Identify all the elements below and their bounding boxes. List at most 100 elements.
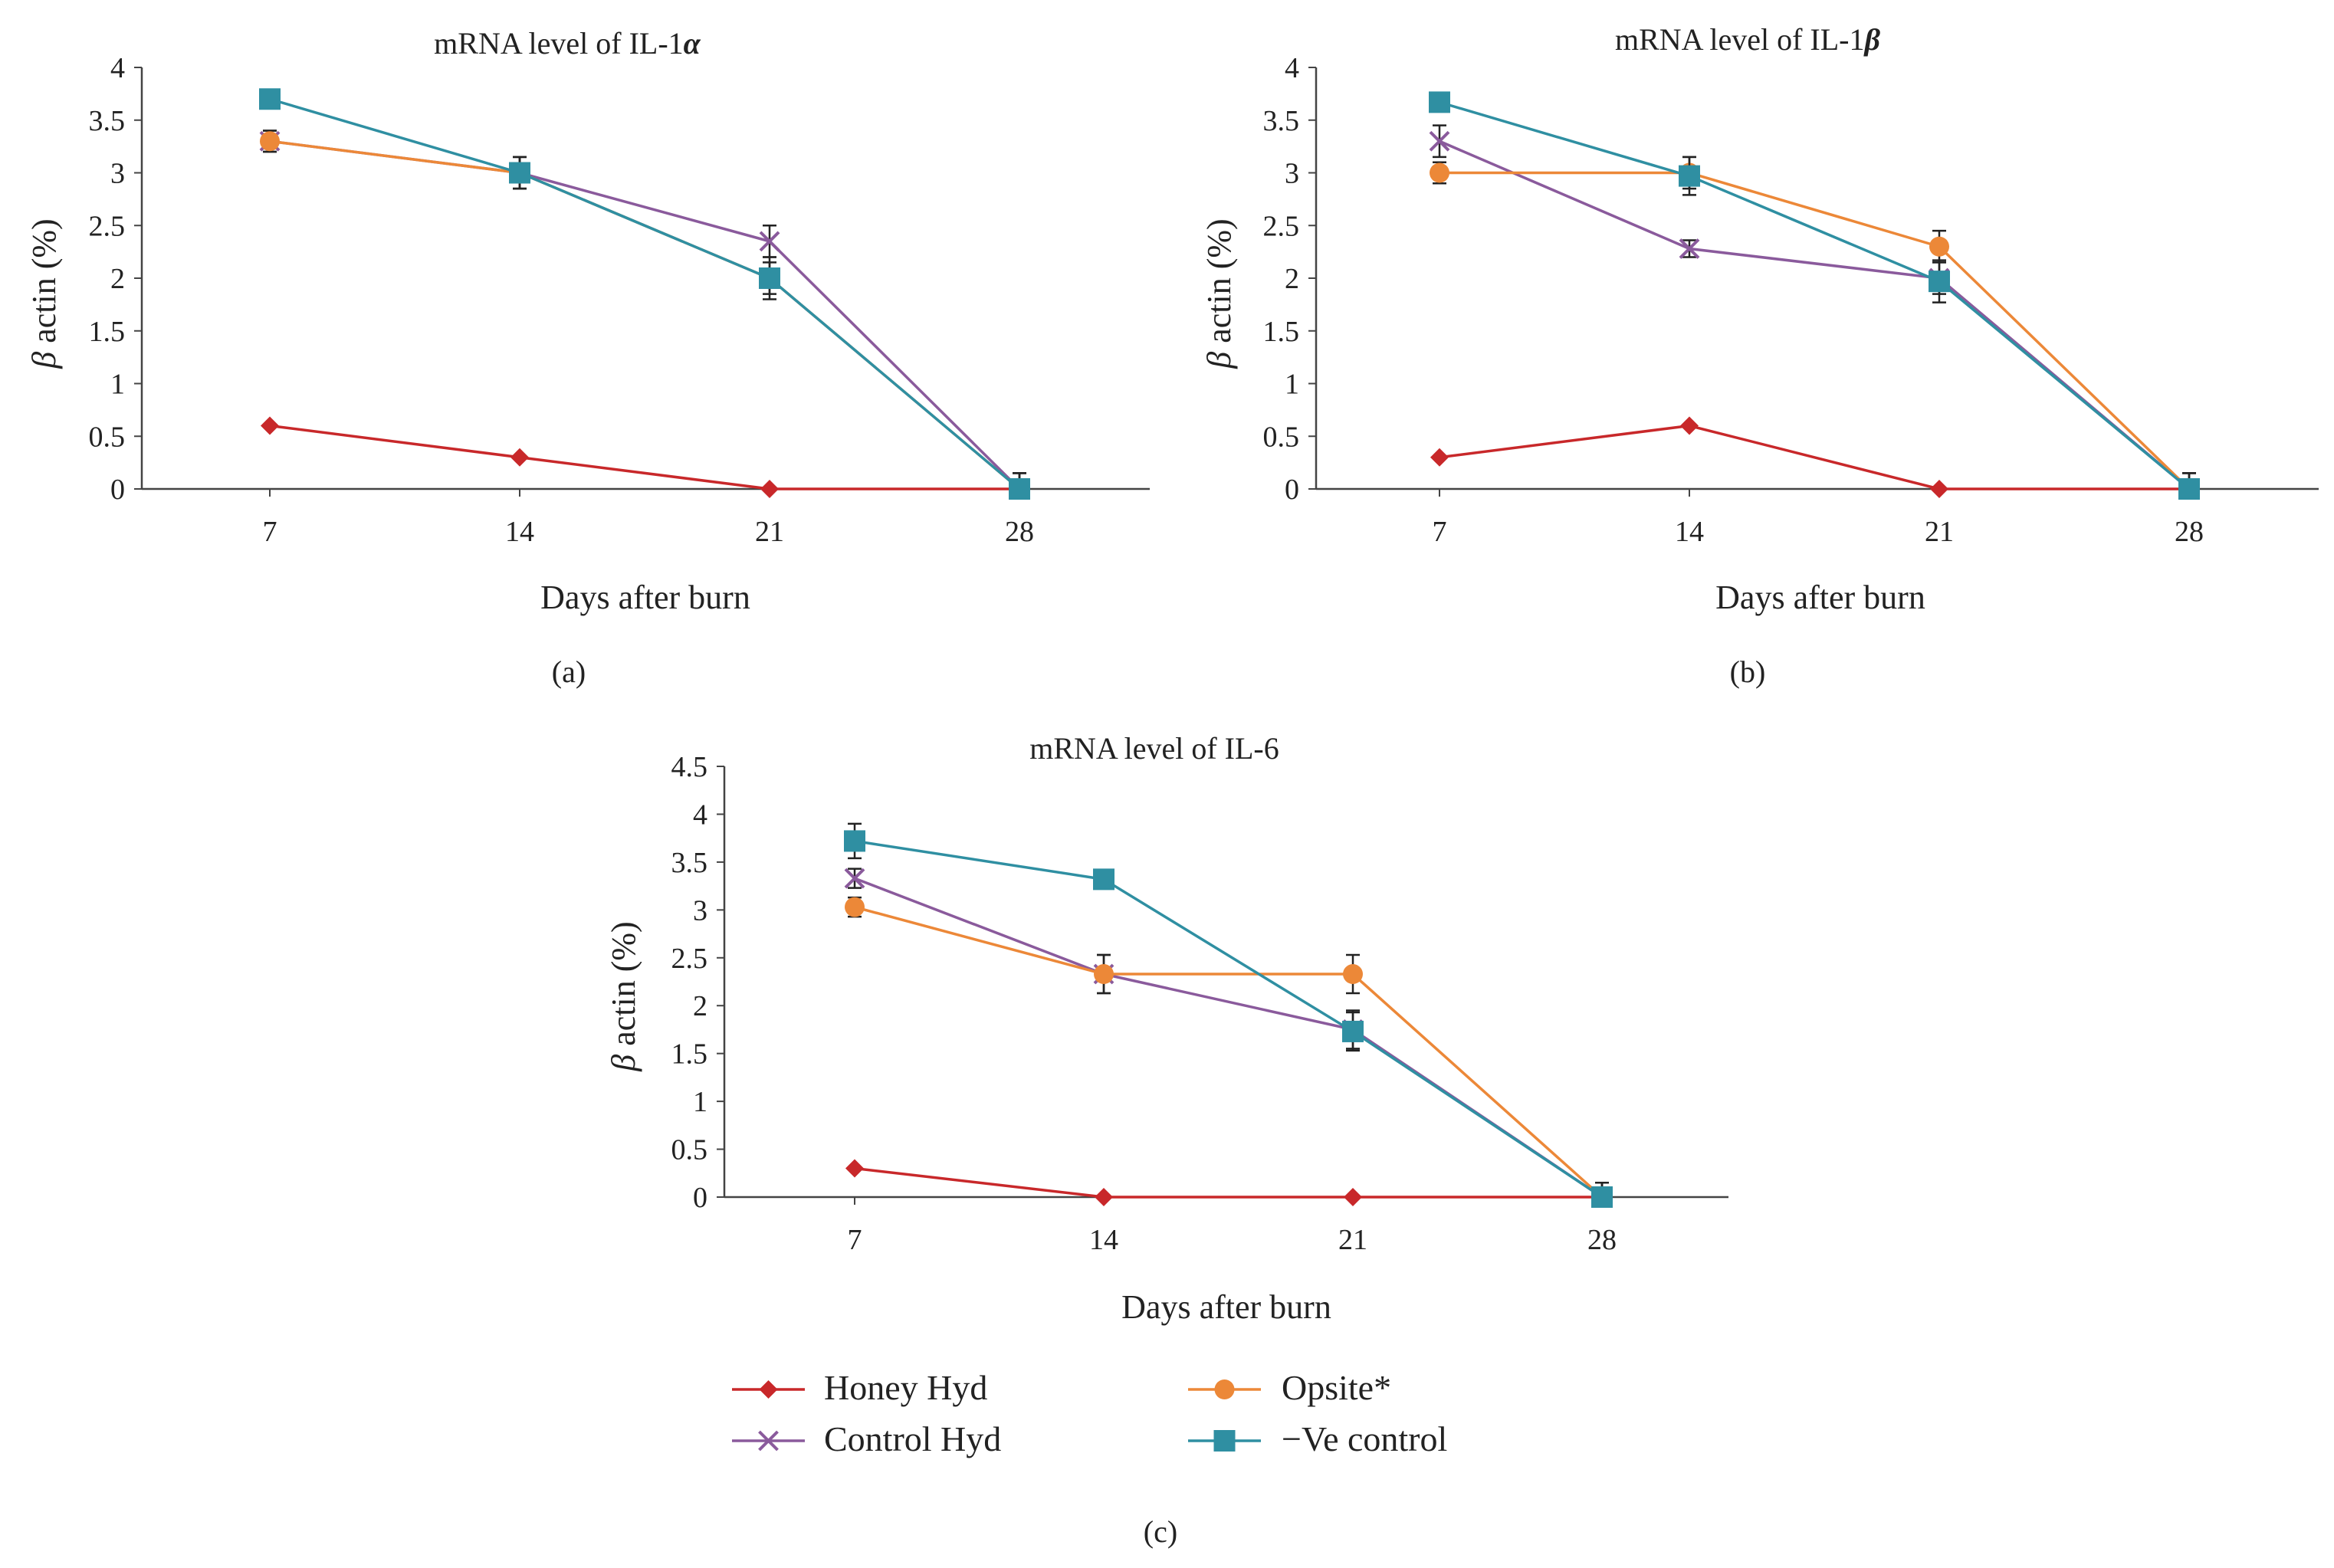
- y-tick-label-b-1: 0.5: [1263, 421, 1300, 453]
- data-point-opsite-c-0: [845, 897, 865, 917]
- data-point-negative-a-1: [509, 162, 530, 184]
- data-point-honey-b-2: [1930, 480, 1948, 498]
- data-point-opsite-b-0: [1430, 162, 1449, 183]
- data-point-control-a-2-stroke-2: [759, 231, 780, 252]
- legend: Honey Hyd Opsite* Control Hyd −Ve contro…: [732, 1368, 1447, 1458]
- data-point-honey-a-2: [760, 480, 779, 498]
- series-line-negative-a: [269, 97, 1021, 490]
- series-opsite-b: [1430, 156, 2199, 499]
- series-line-honey-b: [1439, 424, 2189, 490]
- y-tick-label-c-6: 3: [693, 894, 707, 927]
- x-tick-label-b-0: 7: [1433, 516, 1447, 548]
- data-point-negative-a-2: [759, 267, 780, 289]
- series-line-negative-c: [854, 839, 1603, 1199]
- data-point-honey-a-1: [510, 448, 529, 467]
- series-opsite-c: [845, 896, 1612, 1207]
- series-line-opsite-b: [1439, 171, 2191, 490]
- series-line-honey-a: [269, 424, 1019, 490]
- x-axis-label-c: Days after burn: [1121, 1288, 1331, 1326]
- chart-panel-b: mRNA level of IL-1β β actin (%) Days aft…: [1200, 22, 2319, 689]
- y-tick-label-a-6: 3: [110, 158, 125, 190]
- data-point-honey-c-0: [845, 1159, 864, 1178]
- data-point-honey-c-1: [1095, 1188, 1113, 1206]
- y-tick-label-c-7: 3.5: [671, 847, 708, 879]
- legend-marker-negative: [1213, 1430, 1236, 1452]
- panel-label-b: (b): [1730, 654, 1766, 689]
- data-point-control-c-0-stroke-2: [844, 868, 865, 889]
- y-tick-label-a-0: 0: [110, 474, 125, 506]
- data-point-honey-b-1: [1680, 416, 1699, 435]
- x-axis-label-b: Days after burn: [1715, 579, 1925, 616]
- data-point-honey-b-0: [1430, 448, 1449, 467]
- legend-marker-control-stroke-2: [758, 1430, 779, 1452]
- data-point-opsite-b-2: [1929, 236, 1949, 257]
- series-line-honey-c: [854, 1166, 1602, 1199]
- y-tick-label-b-2: 1: [1285, 369, 1299, 401]
- y-tick-label-b-8: 4: [1285, 52, 1299, 84]
- y-tick-label-a-3: 1.5: [89, 316, 126, 348]
- series-opsite-a: [260, 130, 1029, 499]
- legend-marker-honey: [759, 1380, 778, 1399]
- data-point-opsite-c-1: [1094, 964, 1114, 985]
- data-point-negative-b-0: [1429, 91, 1450, 113]
- x-tick-label-a-3: 28: [1005, 516, 1034, 548]
- series-line-opsite-a: [269, 139, 1021, 490]
- series-negative-c: [844, 822, 1613, 1208]
- data-point-negative-c-3: [1591, 1186, 1613, 1208]
- legend-item-opsite: Opsite*: [1188, 1368, 1391, 1407]
- data-point-control-b-0-stroke-2: [1429, 130, 1450, 152]
- chart-title-a: mRNA level of IL-1α: [434, 26, 701, 61]
- series-line-negative-b: [1439, 100, 2191, 490]
- y-tick-label-a-7: 3.5: [89, 105, 126, 137]
- data-point-opsite-a-0: [260, 131, 280, 152]
- legend-item-control: Control Hyd: [732, 1419, 1001, 1458]
- data-point-honey-a-0: [261, 416, 279, 435]
- x-tick-label-b-3: 28: [2175, 516, 2204, 548]
- data-point-negative-b-1: [1679, 165, 1700, 187]
- data-point-honey-c-2: [1344, 1188, 1362, 1206]
- legend-label-negative: −Ve control: [1282, 1419, 1447, 1458]
- data-point-negative-a-0: [259, 88, 281, 110]
- x-axis-label-a: Days after burn: [540, 579, 750, 616]
- data-point-negative-b-3: [2178, 478, 2200, 500]
- series-honey-c: [845, 1159, 1611, 1206]
- data-point-negative-a-3: [1009, 478, 1030, 500]
- y-tick-label-a-5: 2.5: [89, 210, 126, 242]
- chart-panel-c: mRNA level of IL-6 β actin (%) Days afte…: [605, 731, 1728, 1549]
- data-point-control-b-0: [1429, 130, 1450, 152]
- y-axis-label-c: β actin (%): [605, 921, 642, 1071]
- panel-label-c: (c): [1144, 1514, 1177, 1549]
- legend-marker-opsite: [1214, 1379, 1235, 1399]
- x-tick-label-c-0: 7: [848, 1224, 862, 1256]
- data-point-negative-b-2: [1929, 271, 1950, 293]
- y-tick-label-a-4: 2: [110, 263, 125, 295]
- series-control-c: [844, 868, 1613, 1208]
- series-line-control-b: [1439, 139, 2191, 490]
- x-tick-label-a-0: 7: [263, 516, 277, 548]
- x-tick-label-a-1: 14: [505, 516, 534, 548]
- series-negative-b: [1429, 91, 2200, 500]
- series-honey-b: [1430, 416, 2198, 498]
- y-tick-label-c-1: 0.5: [671, 1134, 708, 1166]
- y-tick-label-a-2: 1: [110, 369, 125, 401]
- y-tick-label-a-8: 4: [110, 52, 125, 84]
- series-control-a: [259, 130, 1030, 500]
- y-tick-label-b-4: 2: [1285, 263, 1299, 295]
- panel-label-a: (a): [552, 654, 586, 689]
- legend-label-control: Control Hyd: [824, 1419, 1001, 1458]
- data-point-opsite-c-2: [1343, 964, 1363, 985]
- y-tick-label-c-4: 2: [693, 990, 707, 1022]
- y-tick-label-b-3: 1.5: [1263, 316, 1300, 348]
- legend-item-honey: Honey Hyd: [732, 1368, 987, 1407]
- legend-label-honey: Honey Hyd: [824, 1368, 987, 1407]
- legend-item-negative: −Ve control: [1188, 1419, 1447, 1458]
- y-tick-label-a-1: 0.5: [89, 421, 126, 453]
- series-line-opsite-c: [854, 905, 1604, 1199]
- y-tick-label-b-0: 0: [1285, 474, 1299, 506]
- series-line-control-a: [269, 139, 1021, 490]
- y-tick-label-c-2: 1: [693, 1086, 707, 1118]
- series-control-b: [1429, 124, 2200, 500]
- x-tick-label-c-1: 14: [1089, 1224, 1118, 1256]
- data-point-negative-c-0: [844, 830, 865, 852]
